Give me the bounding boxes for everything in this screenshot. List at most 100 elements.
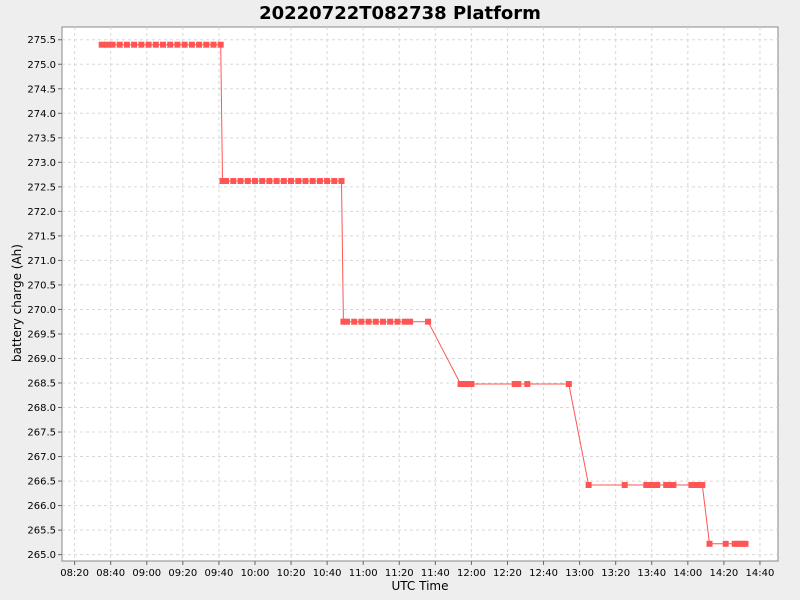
data-point — [742, 540, 749, 547]
data-point — [425, 318, 432, 325]
data-point — [722, 540, 729, 547]
data-point — [464, 381, 471, 387]
x-tick-label: 08:40 — [96, 568, 125, 579]
x-tick-label: 11:40 — [421, 568, 450, 579]
data-point — [643, 482, 650, 488]
data-point — [219, 178, 226, 184]
data-point — [131, 41, 138, 48]
y-tick-label: 267.0 — [27, 452, 56, 463]
x-tick-label: 11:00 — [349, 568, 378, 579]
y-tick-label: 275.5 — [27, 35, 56, 46]
data-point — [174, 41, 181, 48]
data-point — [138, 41, 145, 48]
x-tick-label: 09:00 — [132, 568, 161, 579]
data-point — [302, 178, 309, 184]
x-tick-label: 13:00 — [565, 568, 594, 579]
data-point — [461, 381, 468, 387]
data-point — [515, 381, 522, 387]
x-tick-label: 13:20 — [601, 568, 630, 579]
data-point — [692, 482, 698, 488]
data-point — [394, 318, 401, 325]
y-tick-label: 265.0 — [27, 550, 56, 561]
x-tick-label: 09:40 — [204, 568, 233, 579]
data-point — [223, 178, 230, 184]
data-point — [288, 178, 294, 184]
y-tick-label: 270.0 — [27, 305, 56, 316]
data-point — [252, 178, 258, 184]
data-point — [230, 178, 237, 184]
y-tick-label: 272.5 — [27, 182, 56, 193]
x-tick-label: 10:40 — [313, 568, 342, 579]
data-point — [237, 178, 244, 184]
data-point — [167, 41, 174, 48]
data-point — [123, 41, 130, 48]
y-tick-label: 275.0 — [27, 60, 56, 71]
data-point — [259, 178, 266, 184]
x-tick-label: 14:20 — [709, 568, 738, 579]
data-point — [565, 381, 572, 387]
x-tick-label: 13:40 — [637, 568, 666, 579]
data-point — [735, 540, 742, 547]
x-tick-label: 10:20 — [277, 568, 306, 579]
y-tick-label: 269.5 — [27, 329, 56, 340]
data-point — [468, 381, 475, 387]
x-tick-label: 10:00 — [241, 568, 270, 579]
data-point — [295, 178, 302, 184]
data-point — [358, 318, 365, 325]
y-tick-label: 271.0 — [27, 256, 56, 267]
y-tick-label: 274.0 — [27, 109, 56, 120]
y-tick-label: 267.5 — [27, 428, 56, 439]
series-group — [98, 41, 749, 547]
chart-title: 20220722T082738 Platform — [259, 3, 541, 24]
data-point — [695, 482, 702, 488]
data-point — [650, 482, 657, 488]
data-point — [511, 381, 518, 387]
data-point — [621, 482, 628, 488]
data-point — [210, 41, 217, 48]
data-point — [340, 318, 347, 325]
data-point — [407, 318, 414, 325]
data-point — [316, 178, 323, 184]
data-point — [351, 318, 358, 325]
x-tick-label: 14:40 — [746, 568, 775, 579]
data-point — [338, 178, 345, 184]
data-point — [160, 41, 166, 48]
plot-area — [61, 26, 779, 562]
x-axis-label: UTC Time — [392, 579, 449, 593]
data-point — [380, 318, 386, 325]
data-point — [116, 41, 123, 48]
y-tick-label: 273.0 — [27, 158, 56, 169]
data-point — [457, 381, 464, 387]
data-point — [387, 318, 394, 325]
x-tick-label: 12:40 — [529, 568, 558, 579]
y-tick-label: 266.5 — [27, 477, 56, 488]
y-tick-label: 270.5 — [27, 280, 56, 291]
x-tick-label: 14:00 — [673, 568, 702, 579]
data-point — [244, 178, 251, 184]
data-point — [152, 41, 159, 48]
data-point — [524, 381, 531, 387]
x-tick-label: 08:20 — [60, 568, 89, 579]
y-tick-label: 269.0 — [27, 354, 56, 365]
y-tick-label: 265.5 — [27, 526, 56, 537]
data-point — [365, 318, 372, 325]
data-point — [188, 41, 195, 48]
data-point — [738, 540, 745, 547]
data-point — [663, 482, 670, 488]
data-point — [706, 540, 713, 547]
data-point — [109, 41, 116, 48]
data-point — [688, 482, 695, 488]
y-tick-label: 271.5 — [27, 231, 56, 242]
x-tick-label: 11:20 — [385, 568, 414, 579]
data-point — [196, 41, 203, 48]
data-point — [344, 318, 350, 325]
data-point — [585, 482, 592, 488]
data-point — [104, 41, 111, 48]
data-point — [646, 482, 653, 488]
data-point — [654, 482, 661, 488]
y-tick-label: 272.0 — [27, 207, 56, 218]
y-tick-label: 274.5 — [27, 84, 56, 95]
y-tick-label: 266.0 — [27, 501, 56, 512]
data-point — [324, 178, 331, 184]
